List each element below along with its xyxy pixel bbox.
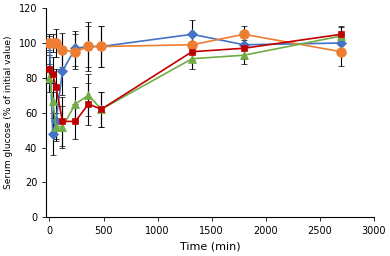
Y-axis label: Serum glucose (% of initial value): Serum glucose (% of initial value): [4, 36, 13, 189]
X-axis label: Time (min): Time (min): [180, 242, 240, 252]
